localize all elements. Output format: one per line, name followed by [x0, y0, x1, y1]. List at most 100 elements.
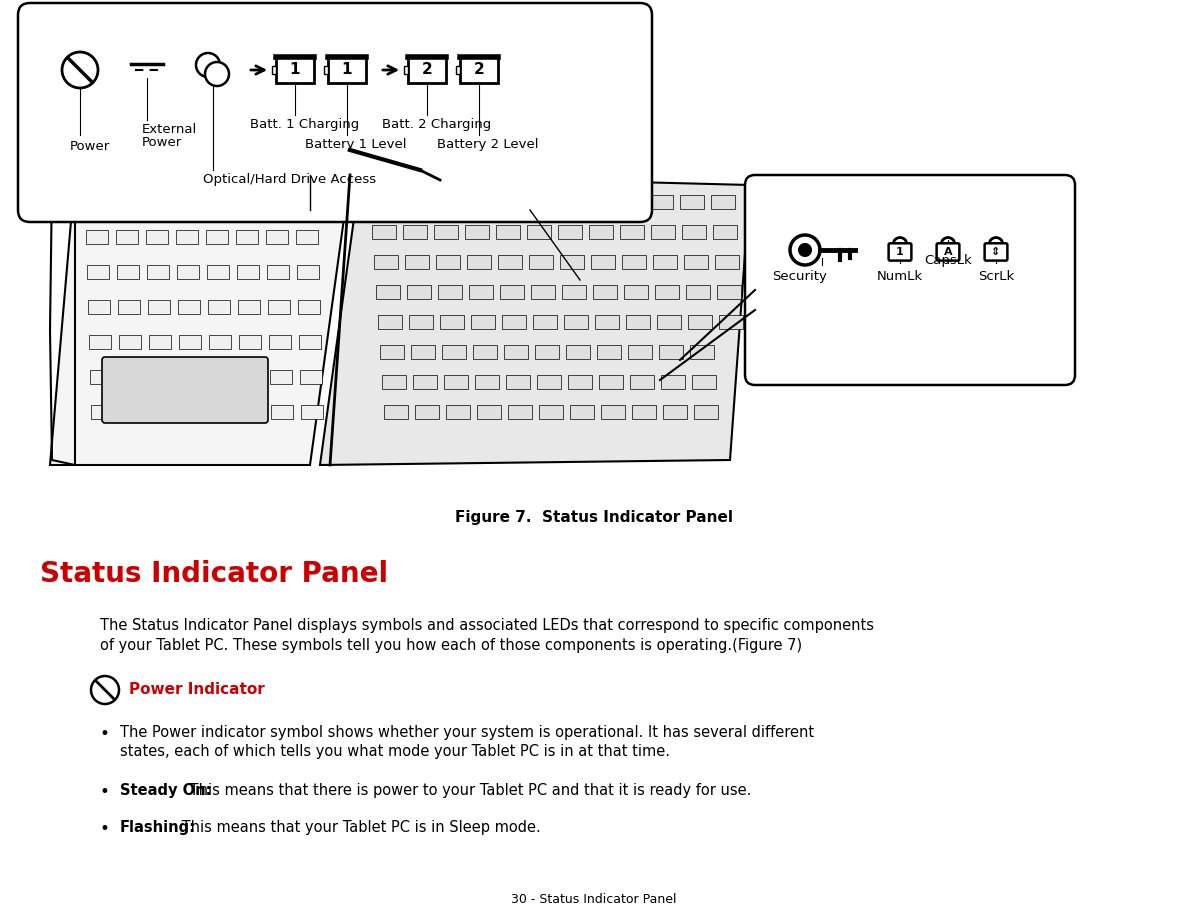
- Circle shape: [62, 52, 97, 88]
- FancyBboxPatch shape: [460, 57, 498, 83]
- Bar: [300, 370, 322, 384]
- Bar: [558, 225, 581, 239]
- Bar: [658, 315, 681, 329]
- Text: Power Indicator: Power Indicator: [128, 683, 265, 697]
- Bar: [496, 225, 520, 239]
- Bar: [146, 230, 168, 244]
- Text: This means that there is power to your Tablet PC and that it is ready for use.: This means that there is power to your T…: [185, 783, 751, 798]
- Bar: [690, 345, 715, 359]
- Bar: [272, 66, 276, 74]
- Bar: [208, 300, 229, 314]
- Text: CapsLk: CapsLk: [924, 254, 971, 267]
- Bar: [498, 255, 522, 269]
- Bar: [446, 405, 470, 419]
- FancyBboxPatch shape: [408, 57, 446, 83]
- Text: Flashing:: Flashing:: [120, 820, 196, 835]
- Text: 1: 1: [897, 246, 904, 256]
- Bar: [372, 225, 396, 239]
- Bar: [591, 255, 615, 269]
- Bar: [568, 375, 592, 389]
- Bar: [713, 225, 737, 239]
- FancyBboxPatch shape: [18, 3, 652, 222]
- Bar: [235, 195, 257, 209]
- Bar: [652, 225, 675, 239]
- Bar: [323, 66, 328, 74]
- Bar: [533, 315, 556, 329]
- Bar: [622, 255, 646, 269]
- Bar: [692, 375, 716, 389]
- Text: 2: 2: [422, 61, 433, 77]
- Bar: [238, 300, 260, 314]
- Bar: [539, 405, 564, 419]
- Bar: [593, 285, 617, 299]
- Bar: [120, 370, 141, 384]
- Bar: [89, 335, 111, 349]
- Bar: [468, 285, 493, 299]
- Bar: [655, 285, 679, 299]
- Text: •: •: [100, 820, 109, 838]
- Text: Batt. 1 Charging: Batt. 1 Charging: [250, 118, 359, 131]
- Bar: [463, 195, 487, 209]
- Bar: [653, 255, 677, 269]
- Bar: [537, 375, 561, 389]
- Bar: [87, 265, 109, 279]
- Bar: [149, 335, 171, 349]
- Text: External: External: [141, 123, 197, 136]
- Bar: [380, 345, 404, 359]
- Bar: [686, 285, 710, 299]
- Bar: [719, 315, 743, 329]
- Bar: [115, 195, 137, 209]
- Text: of your Tablet PC. These symbols tell you how each of those components is operat: of your Tablet PC. These symbols tell yo…: [100, 638, 803, 653]
- Bar: [625, 315, 650, 329]
- Bar: [526, 195, 549, 209]
- Bar: [508, 405, 531, 419]
- Bar: [403, 225, 427, 239]
- Bar: [694, 405, 718, 419]
- Text: ⇕: ⇕: [992, 246, 1001, 256]
- Bar: [407, 285, 430, 299]
- Bar: [178, 300, 200, 314]
- Bar: [502, 315, 526, 329]
- Bar: [457, 66, 460, 74]
- Bar: [151, 405, 174, 419]
- Bar: [467, 255, 491, 269]
- Bar: [628, 345, 652, 359]
- Text: •: •: [100, 725, 109, 743]
- Bar: [531, 285, 555, 299]
- Text: The Status Indicator Panel displays symbols and associated LEDs that correspond : The Status Indicator Panel displays symb…: [100, 618, 874, 633]
- Text: NumLk: NumLk: [877, 270, 923, 283]
- Bar: [206, 230, 228, 244]
- Bar: [570, 405, 594, 419]
- Text: Batt. 2 Charging: Batt. 2 Charging: [382, 118, 491, 131]
- Bar: [566, 345, 590, 359]
- Bar: [384, 405, 408, 419]
- Bar: [181, 405, 203, 419]
- Bar: [507, 375, 530, 389]
- FancyBboxPatch shape: [102, 357, 268, 423]
- Bar: [589, 225, 614, 239]
- Bar: [715, 255, 740, 269]
- Text: states, each of which tells you what mode your Tablet PC is in at that time.: states, each of which tells you what mod…: [120, 744, 669, 759]
- Bar: [405, 255, 429, 269]
- Bar: [684, 255, 707, 269]
- Bar: [432, 195, 457, 209]
- Bar: [86, 230, 108, 244]
- Bar: [295, 195, 317, 209]
- Bar: [268, 300, 290, 314]
- Bar: [297, 265, 319, 279]
- Bar: [404, 66, 408, 74]
- Bar: [118, 300, 140, 314]
- Bar: [150, 370, 172, 384]
- Circle shape: [92, 676, 119, 704]
- Bar: [619, 225, 644, 239]
- Text: Power: Power: [70, 140, 111, 153]
- Bar: [529, 255, 553, 269]
- Text: 30 - Status Indicator Panel: 30 - Status Indicator Panel: [511, 893, 677, 906]
- Bar: [680, 195, 704, 209]
- Bar: [564, 315, 589, 329]
- Bar: [382, 375, 405, 389]
- Bar: [663, 405, 687, 419]
- Text: Optical/Hard Drive Access: Optical/Hard Drive Access: [203, 173, 376, 186]
- Bar: [177, 265, 199, 279]
- Bar: [594, 315, 619, 329]
